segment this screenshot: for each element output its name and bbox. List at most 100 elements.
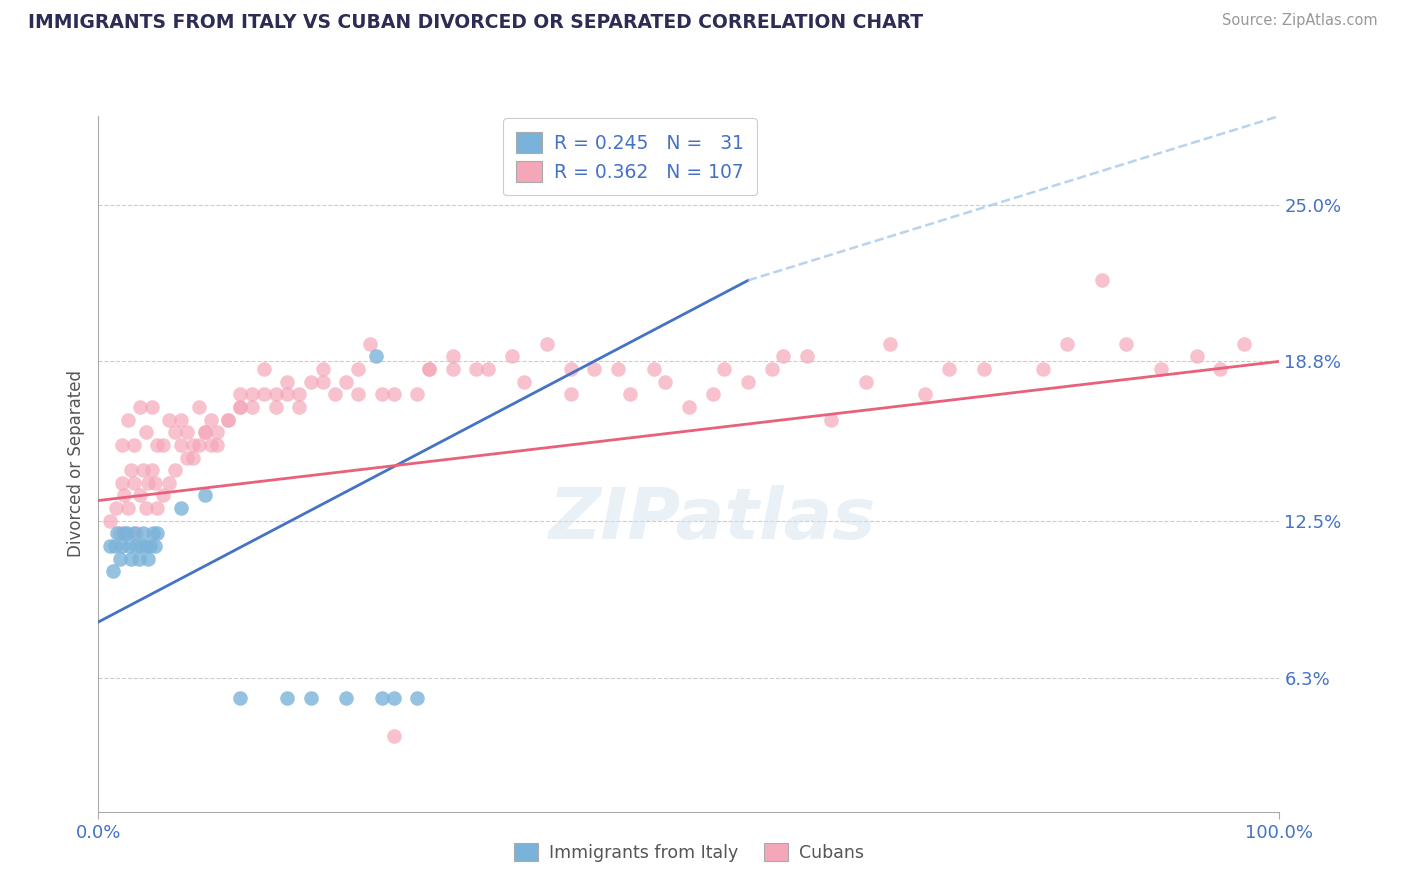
Point bbox=[143, 475, 166, 490]
Point bbox=[112, 488, 135, 502]
Point bbox=[364, 349, 387, 363]
Point bbox=[253, 387, 276, 401]
Point bbox=[820, 412, 842, 426]
Point bbox=[229, 400, 252, 414]
Point bbox=[772, 349, 794, 363]
Point bbox=[855, 375, 877, 389]
Point bbox=[139, 539, 162, 553]
Point bbox=[240, 400, 263, 414]
Point bbox=[135, 425, 157, 440]
Point bbox=[359, 336, 381, 351]
Point bbox=[406, 387, 429, 401]
Point bbox=[288, 387, 311, 401]
Point bbox=[914, 387, 936, 401]
Point bbox=[98, 514, 121, 528]
Point bbox=[276, 690, 298, 705]
Point bbox=[477, 362, 499, 376]
Point bbox=[170, 438, 193, 452]
Point bbox=[1209, 362, 1232, 376]
Point bbox=[418, 362, 440, 376]
Point bbox=[187, 438, 209, 452]
Point bbox=[136, 475, 159, 490]
Point bbox=[101, 565, 124, 579]
Point bbox=[205, 425, 228, 440]
Point bbox=[288, 400, 311, 414]
Point bbox=[1056, 336, 1078, 351]
Point bbox=[141, 400, 163, 414]
Point bbox=[176, 450, 198, 465]
Point bbox=[229, 387, 252, 401]
Point bbox=[125, 526, 148, 541]
Point bbox=[240, 387, 263, 401]
Point bbox=[796, 349, 818, 363]
Point bbox=[146, 438, 169, 452]
Point bbox=[382, 387, 405, 401]
Point bbox=[465, 362, 488, 376]
Point bbox=[276, 387, 298, 401]
Point bbox=[132, 526, 155, 541]
Point bbox=[176, 425, 198, 440]
Point bbox=[1032, 362, 1054, 376]
Point bbox=[105, 501, 128, 516]
Point bbox=[111, 539, 134, 553]
Point bbox=[607, 362, 630, 376]
Point bbox=[217, 412, 239, 426]
Point bbox=[678, 400, 700, 414]
Point bbox=[181, 438, 204, 452]
Point bbox=[170, 501, 193, 516]
Point bbox=[382, 690, 405, 705]
Point bbox=[122, 475, 145, 490]
Point bbox=[1115, 336, 1137, 351]
Point bbox=[165, 463, 187, 477]
Point bbox=[105, 526, 128, 541]
Text: Source: ZipAtlas.com: Source: ZipAtlas.com bbox=[1222, 13, 1378, 29]
Point bbox=[117, 412, 139, 426]
Point bbox=[98, 539, 121, 553]
Point bbox=[713, 362, 735, 376]
Point bbox=[973, 362, 995, 376]
Point bbox=[938, 362, 960, 376]
Point bbox=[205, 438, 228, 452]
Point bbox=[112, 526, 135, 541]
Point bbox=[170, 412, 193, 426]
Point bbox=[135, 501, 157, 516]
Point bbox=[122, 526, 145, 541]
Point bbox=[347, 387, 370, 401]
Point bbox=[229, 400, 252, 414]
Point bbox=[276, 375, 298, 389]
Point bbox=[512, 375, 534, 389]
Point bbox=[146, 501, 169, 516]
Point bbox=[143, 539, 166, 553]
Point bbox=[136, 551, 159, 566]
Point bbox=[152, 438, 174, 452]
Point bbox=[264, 400, 287, 414]
Point bbox=[347, 362, 370, 376]
Point bbox=[1233, 336, 1256, 351]
Point bbox=[217, 412, 239, 426]
Point bbox=[643, 362, 665, 376]
Point bbox=[560, 362, 582, 376]
Point bbox=[229, 690, 252, 705]
Point bbox=[654, 375, 676, 389]
Point bbox=[441, 362, 464, 376]
Point bbox=[323, 387, 346, 401]
Point bbox=[115, 526, 138, 541]
Point bbox=[157, 475, 180, 490]
Point bbox=[194, 488, 217, 502]
Point bbox=[157, 412, 180, 426]
Point bbox=[111, 438, 134, 452]
Point bbox=[501, 349, 523, 363]
Point bbox=[128, 488, 150, 502]
Point bbox=[1150, 362, 1173, 376]
Point bbox=[122, 438, 145, 452]
Point bbox=[142, 526, 165, 541]
Point bbox=[146, 526, 169, 541]
Point bbox=[108, 551, 131, 566]
Point bbox=[560, 387, 582, 401]
Point bbox=[312, 362, 335, 376]
Point bbox=[118, 539, 141, 553]
Point bbox=[1185, 349, 1208, 363]
Point bbox=[181, 450, 204, 465]
Point bbox=[879, 336, 901, 351]
Point bbox=[253, 362, 276, 376]
